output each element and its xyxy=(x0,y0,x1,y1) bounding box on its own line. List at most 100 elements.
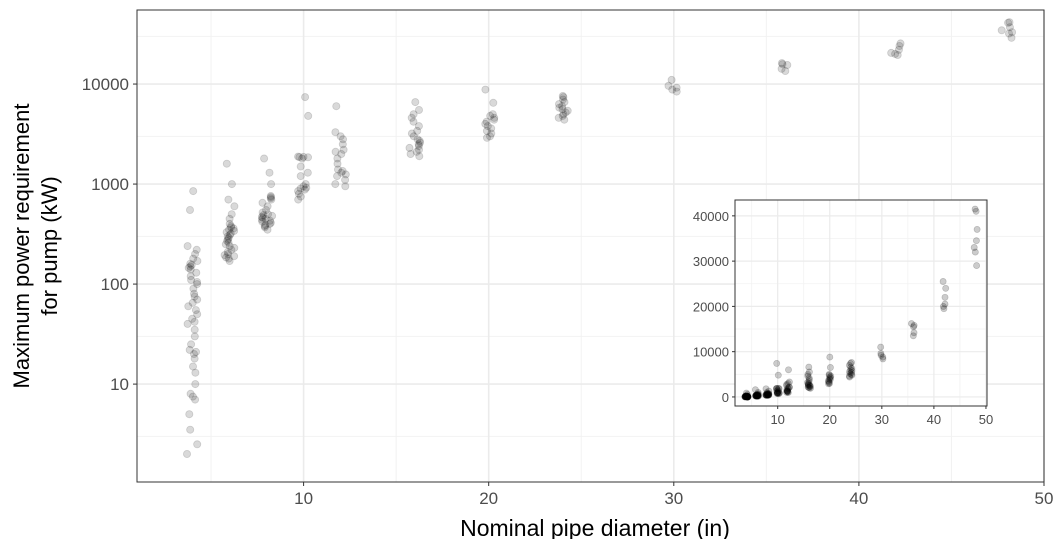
inset-x-tick-label: 10 xyxy=(770,412,784,427)
data-point xyxy=(186,259,195,268)
inset-data-point xyxy=(744,393,752,401)
data-point xyxy=(266,216,275,225)
inset-data-point xyxy=(826,353,834,361)
data-point xyxy=(409,117,418,126)
inset-data-point xyxy=(848,367,856,375)
inset-data-point xyxy=(775,385,782,392)
inset-data-point xyxy=(805,383,813,391)
data-point xyxy=(407,129,416,138)
data-point xyxy=(266,194,275,203)
inset-data-point xyxy=(785,378,793,386)
data-point xyxy=(263,225,272,234)
inset-data-point xyxy=(744,392,752,400)
inset-data-point xyxy=(742,393,750,401)
inset-data-point xyxy=(743,393,750,400)
data-point xyxy=(185,205,194,214)
data-point xyxy=(193,440,202,449)
data-point xyxy=(193,256,202,265)
data-point xyxy=(483,122,492,131)
inset-data-point xyxy=(773,359,781,367)
inset-data-point xyxy=(804,379,811,386)
data-point xyxy=(672,83,681,92)
inset-data-point xyxy=(775,389,783,397)
data-point xyxy=(257,215,266,224)
data-point xyxy=(487,124,496,133)
data-point xyxy=(263,202,272,211)
inset-data-point xyxy=(762,391,770,399)
data-point xyxy=(303,168,312,177)
inset-data-point xyxy=(751,386,759,394)
inset-data-point xyxy=(764,391,772,399)
data-point xyxy=(191,380,200,389)
data-point xyxy=(193,295,202,304)
inset-data-point xyxy=(742,393,750,401)
data-point xyxy=(190,292,199,301)
data-point xyxy=(560,115,569,124)
data-point xyxy=(189,254,198,263)
inset-data-point xyxy=(773,387,781,395)
inset-data-point xyxy=(752,392,760,400)
inset-data-point xyxy=(848,364,856,372)
data-point xyxy=(338,140,347,149)
data-point xyxy=(226,229,235,238)
inset-data-point xyxy=(753,392,761,399)
data-point xyxy=(560,98,569,107)
inset-data-point xyxy=(743,393,751,401)
inset-data-point xyxy=(806,382,814,390)
inset-data-point xyxy=(753,392,761,400)
inset-plot-border xyxy=(734,199,988,407)
data-point xyxy=(183,242,192,251)
data-point xyxy=(296,162,305,171)
data-point xyxy=(300,185,309,194)
inset-data-point xyxy=(742,392,750,400)
x-axis-title: Nominal pipe diameter (in) xyxy=(460,515,730,539)
inset-data-point xyxy=(763,388,771,396)
inset-data-point xyxy=(754,391,762,399)
inset-data-point xyxy=(783,387,791,395)
data-point xyxy=(672,87,681,96)
data-point xyxy=(222,228,231,237)
inset-data-point xyxy=(805,378,813,386)
inset-data-point xyxy=(784,389,792,397)
data-point xyxy=(561,108,570,117)
data-point xyxy=(191,368,200,377)
data-point xyxy=(260,222,269,231)
inset-data-point xyxy=(784,384,792,392)
inset-data-point xyxy=(763,391,771,399)
data-point xyxy=(186,425,195,434)
inset-data-point xyxy=(752,392,760,400)
x-tick-label: 50 xyxy=(1035,489,1053,508)
data-point xyxy=(224,249,233,258)
inset-data-point xyxy=(765,391,772,399)
inset-y-tick-label: 30000 xyxy=(693,254,729,269)
inset-data-point xyxy=(742,392,750,400)
inset-data-point xyxy=(824,377,832,385)
data-point xyxy=(222,159,231,168)
inset-data-point xyxy=(846,369,854,377)
inset-data-point xyxy=(752,391,760,399)
data-point xyxy=(481,119,490,128)
inset-data-point xyxy=(774,389,781,397)
inset-data-point xyxy=(743,393,751,401)
inset-data-point xyxy=(847,370,855,378)
data-point xyxy=(224,238,233,247)
inset-data-point xyxy=(805,376,813,384)
data-point xyxy=(341,175,350,184)
inset-data-point xyxy=(754,390,762,398)
data-point xyxy=(262,205,271,214)
inset-y-tick-label: 40000 xyxy=(693,209,729,224)
data-point xyxy=(225,225,234,234)
inset-data-point xyxy=(845,361,853,369)
data-point xyxy=(331,180,340,189)
data-point xyxy=(895,42,904,51)
x-tick-label: 10 xyxy=(294,489,313,508)
inset-data-point xyxy=(741,393,749,401)
data-point xyxy=(258,213,267,222)
inset-data-point xyxy=(804,380,812,388)
data-point xyxy=(223,235,232,244)
data-point xyxy=(230,202,239,211)
inset-data-point xyxy=(744,393,751,401)
inset-data-point xyxy=(804,383,812,391)
inset-data-point xyxy=(806,384,813,392)
inset-data-point xyxy=(742,393,750,400)
